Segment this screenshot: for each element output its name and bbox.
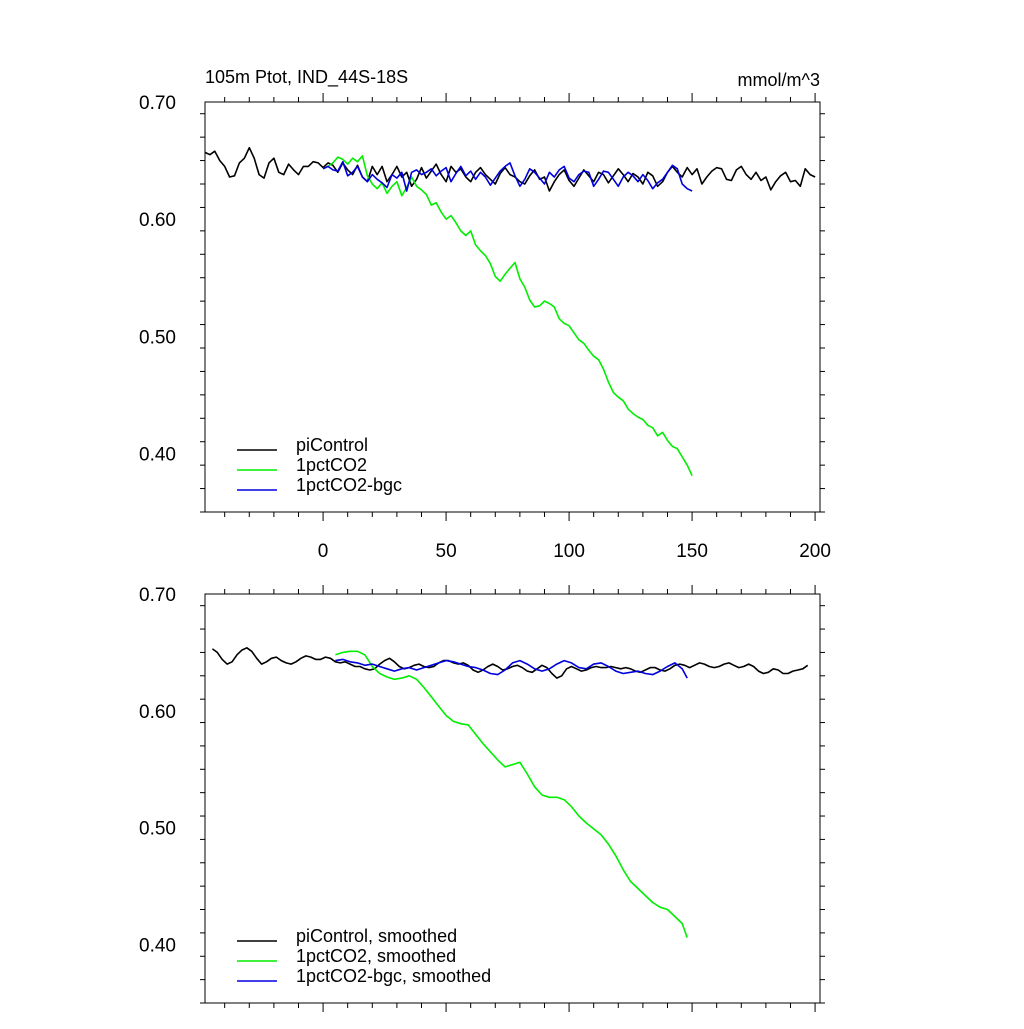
- series-line-1pctco2-bgc: [335, 658, 688, 679]
- series-line-1pctco2: [322, 155, 693, 477]
- y-tick-label: 0.70: [139, 93, 176, 114]
- y-tick-label: 0.60: [139, 702, 176, 723]
- x-tick-label: 200: [799, 541, 831, 562]
- y-tick-label: 0.50: [139, 819, 176, 840]
- legend-label: 1pctCO2-bgc: [296, 475, 402, 495]
- legend-label: 1pctCO2, smoothed: [296, 946, 456, 966]
- y-tick-label: 0.40: [139, 936, 176, 957]
- legend-label: piControl: [296, 435, 368, 455]
- series-line-1pctco2: [335, 650, 688, 938]
- chart-title: 105m Ptot, IND_44S-18S: [205, 67, 408, 88]
- series-line-picontrol: [211, 646, 809, 679]
- plot-frame: [204, 593, 821, 1004]
- legend-label: piControl, smoothed: [296, 926, 457, 946]
- x-tick-label: 0: [318, 541, 329, 562]
- series-line-1pctco2-bgc: [322, 160, 693, 192]
- top-panel: 0.400.500.600.700 50 100 150 200piControl1pc…: [139, 93, 831, 562]
- y-tick-label: 0.50: [139, 327, 176, 348]
- x-tick-label: 50: [436, 541, 457, 562]
- legend-label: 1pctCO2-bgc, smoothed: [296, 966, 491, 986]
- x-tick-label: 100: [553, 541, 585, 562]
- y-tick-label: 0.70: [139, 585, 176, 606]
- plot-frame: [204, 101, 821, 513]
- legend-label: 1pctCO2: [296, 455, 367, 475]
- y-tick-label: 0.60: [139, 210, 176, 231]
- units-label: mmol/m^3: [738, 70, 820, 90]
- series-line-picontrol: [204, 146, 816, 192]
- y-tick-label: 0.40: [139, 444, 176, 465]
- x-tick-label: 150: [676, 541, 708, 562]
